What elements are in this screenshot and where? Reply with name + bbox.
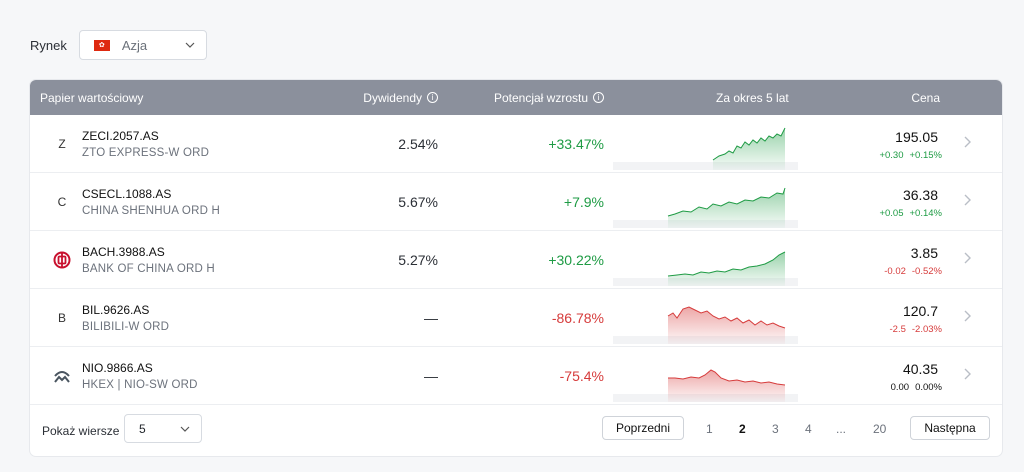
rows-per-page-select[interactable]: 5: [124, 414, 202, 443]
market-label: Rynek: [30, 37, 67, 53]
price-change-abs: +0.30: [879, 150, 904, 161]
company-logo: Z: [58, 137, 66, 151]
potential-value: -86.78%: [551, 310, 604, 326]
page-number[interactable]: 1: [706, 422, 713, 436]
sparkline-chart: [613, 356, 798, 402]
header-potential-label: Potencjał wzrostu: [493, 90, 588, 105]
dividend-value: —: [424, 310, 438, 326]
price-change: +0.05 +0.14%: [879, 208, 942, 219]
chevron-right-icon[interactable]: [962, 367, 972, 381]
table-row[interactable]: BACH.3988.AS BANK OF CHINA ORD H 5.27% +…: [30, 231, 1002, 289]
previous-page-button[interactable]: Poprzedni: [602, 416, 684, 440]
chevron-down-icon: [185, 42, 195, 48]
company-logo: B: [57, 311, 66, 325]
company-name: BANK OF CHINA ORD H: [82, 263, 215, 275]
sparkline-chart: [613, 182, 798, 228]
company-name: ZTO EXPRESS-W ORD: [82, 147, 210, 159]
potential-value: +30.22%: [548, 252, 604, 268]
price-change: -0.02 -0.52%: [884, 266, 942, 277]
header-dividend[interactable]: Dywidendy i: [363, 80, 438, 115]
price-change: +0.30 +0.15%: [879, 150, 942, 161]
page-number[interactable]: 2: [739, 422, 746, 436]
table-body: Z ZECI.2057.AS ZTO EXPRESS-W ORD 2.54% +…: [30, 115, 1002, 405]
header-potential[interactable]: Potencjał wzrostu i: [494, 80, 604, 115]
nio-logo-icon: [52, 366, 72, 386]
header-dividend-label: Dywidendy: [363, 90, 422, 105]
dividend-value: —: [424, 368, 438, 384]
next-page-button[interactable]: Następna: [910, 416, 990, 440]
sparkline-baseline: [613, 162, 798, 170]
price-value: 36.38: [902, 187, 938, 203]
price-value: 120.7: [902, 303, 938, 319]
price-change-pct: -2.03%: [911, 324, 942, 335]
price-change-abs: -0.02: [884, 266, 906, 277]
table-row[interactable]: C CSECL.1088.AS CHINA SHENHUA ORD H 5.67…: [30, 173, 1002, 231]
ticker: BACH.3988.AS: [82, 245, 165, 259]
header-period[interactable]: Za okres 5 lat: [716, 80, 789, 115]
header-price-label: Cena: [911, 90, 940, 105]
chevron-right-icon[interactable]: [962, 193, 972, 207]
hong-kong-flag-icon: ✿: [93, 39, 110, 51]
market-filter: Rynek ✿ Azja: [30, 30, 207, 60]
potential-value: -75.4%: [559, 368, 604, 384]
header-period-label: Za okres 5 lat: [716, 90, 789, 105]
table-row[interactable]: Z ZECI.2057.AS ZTO EXPRESS-W ORD 2.54% +…: [30, 115, 1002, 173]
chevron-right-icon[interactable]: [962, 135, 972, 149]
price-value: 3.85: [910, 245, 938, 261]
ticker: CSECL.1088.AS: [82, 187, 172, 201]
page-number[interactable]: 4: [805, 422, 812, 436]
market-select[interactable]: ✿ Azja: [78, 30, 207, 60]
company-name: BILIBILI-W ORD: [82, 321, 170, 333]
company-name: HKEX | NIO-SW ORD: [82, 379, 198, 391]
price-value: 195.05: [895, 129, 938, 145]
potential-value: +7.9%: [563, 194, 604, 210]
company-name: CHINA SHENHUA ORD H: [82, 205, 220, 217]
chevron-right-icon[interactable]: [962, 251, 972, 265]
rows-per-page-label: Pokaż wiersze: [42, 424, 120, 438]
securities-table: Papier wartościowy Dywidendy i Potencjał …: [30, 80, 1002, 456]
table-row[interactable]: B BIL.9626.AS BILIBILI-W ORD — -86.78% 1…: [30, 289, 1002, 347]
bank-of-china-logo-icon: [52, 250, 72, 270]
page-ellipsis: ...: [836, 422, 847, 436]
price-change: 0.00 0.00%: [891, 382, 942, 393]
sparkline-chart: [613, 240, 798, 286]
header-security-label: Papier wartościowy: [40, 90, 144, 105]
dividend-value: 5.27%: [398, 252, 438, 268]
sparkline-chart: [613, 298, 798, 344]
rows-per-page-value: 5: [139, 421, 146, 436]
price-change-abs: 0.00: [890, 382, 910, 393]
info-icon[interactable]: i: [593, 92, 604, 103]
price-change-pct: +0.15%: [909, 150, 943, 161]
price-change-abs: -2.5: [889, 324, 906, 335]
price-value: 40.35: [902, 361, 938, 377]
page-number[interactable]: 3: [772, 422, 779, 436]
price-change-pct: 0.00%: [915, 382, 942, 393]
dividend-value: 2.54%: [398, 136, 438, 152]
market-value: Azja: [121, 37, 148, 53]
potential-value: +33.47%: [548, 136, 604, 152]
dividend-value: 5.67%: [398, 194, 438, 210]
price-change-pct: -0.52%: [911, 266, 942, 277]
chevron-down-icon: [180, 426, 190, 432]
sparkline-chart: [613, 124, 798, 170]
table-row[interactable]: NIO.9866.AS HKEX | NIO-SW ORD — -75.4% 4…: [30, 347, 1002, 405]
table-header: Papier wartościowy Dywidendy i Potencjał …: [30, 80, 1002, 115]
table-footer: Pokaż wiersze 5 Poprzedni 1 2 3 4... 20 Nast…: [30, 406, 1002, 456]
info-icon[interactable]: i: [427, 92, 438, 103]
price-change-abs: +0.05: [879, 208, 904, 219]
header-security[interactable]: Papier wartościowy: [40, 80, 143, 115]
ticker: NIO.9866.AS: [82, 361, 153, 375]
page-number[interactable]: 20: [873, 422, 887, 436]
company-logo: C: [57, 195, 67, 209]
chevron-right-icon[interactable]: [962, 309, 972, 323]
price-change: -2.5 -2.03%: [890, 324, 942, 335]
header-price[interactable]: Cena: [911, 80, 940, 115]
price-change-pct: +0.14%: [909, 208, 943, 219]
ticker: ZECI.2057.AS: [82, 129, 159, 143]
ticker: BIL.9626.AS: [82, 303, 150, 317]
